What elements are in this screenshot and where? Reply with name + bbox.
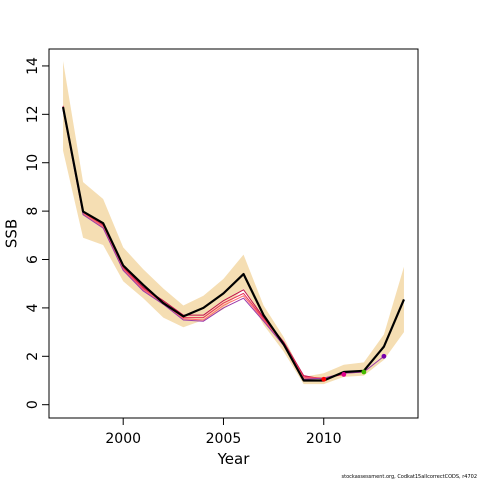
- confidence-band: [63, 61, 404, 385]
- y-tick-label: 4: [25, 303, 41, 312]
- y-tick-label: 0: [25, 400, 41, 409]
- confidence-band-layer: [63, 61, 404, 385]
- y-tick-label: 2: [25, 352, 41, 361]
- endpoint-marker-2: [341, 372, 347, 377]
- endpoint-marker-1: [321, 376, 327, 382]
- plot-frame: [48, 48, 419, 419]
- y-tick-label: 10: [25, 154, 41, 172]
- x-tick-label: 2005: [206, 431, 242, 447]
- y-axis-title: SSB: [3, 219, 21, 248]
- y-tick-label: 12: [25, 105, 41, 123]
- retro-series-line-3: [62, 108, 364, 379]
- x-axis-title: Year: [217, 450, 251, 468]
- series-lines-layer: [61, 105, 405, 382]
- y-tick-label: 14: [25, 57, 41, 75]
- endpoint-marker-4: [381, 353, 387, 359]
- x-tick-label: 2000: [105, 431, 141, 447]
- main-series-line: [61, 106, 405, 382]
- y-tick-label: 6: [25, 255, 41, 264]
- x-tick-label: 2010: [306, 431, 342, 447]
- y-tick-label: 8: [25, 207, 41, 216]
- footer-credit: stockassessment.org, Codkat15allcorrectC…: [342, 474, 477, 480]
- y-axis: 0 2 4 6 8 10 12 14: [25, 57, 49, 409]
- x-axis: 2000 2005 2010: [105, 418, 342, 447]
- retro-series-line-4: [62, 109, 385, 380]
- endpoint-marker-3: [361, 369, 367, 375]
- endpoints-layer: [321, 353, 387, 382]
